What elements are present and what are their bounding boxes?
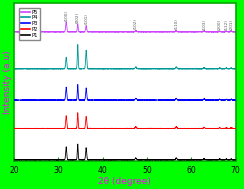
Text: (112): (112) [224,19,228,30]
Text: (102): (102) [134,18,138,29]
X-axis label: 2θ (degree): 2θ (degree) [98,177,151,186]
Legend: P5, P4, P3, P2, P1: P5, P4, P3, P2, P1 [19,8,40,40]
Text: (200): (200) [218,19,222,30]
Text: (201): (201) [229,19,233,30]
Text: (110): (110) [174,19,178,29]
Text: (100): (100) [64,9,68,21]
Text: (002): (002) [76,11,80,22]
Text: (103): (103) [202,19,206,30]
Y-axis label: Intensity (a.u): Intensity (a.u) [3,51,12,114]
Text: (101): (101) [84,13,88,24]
